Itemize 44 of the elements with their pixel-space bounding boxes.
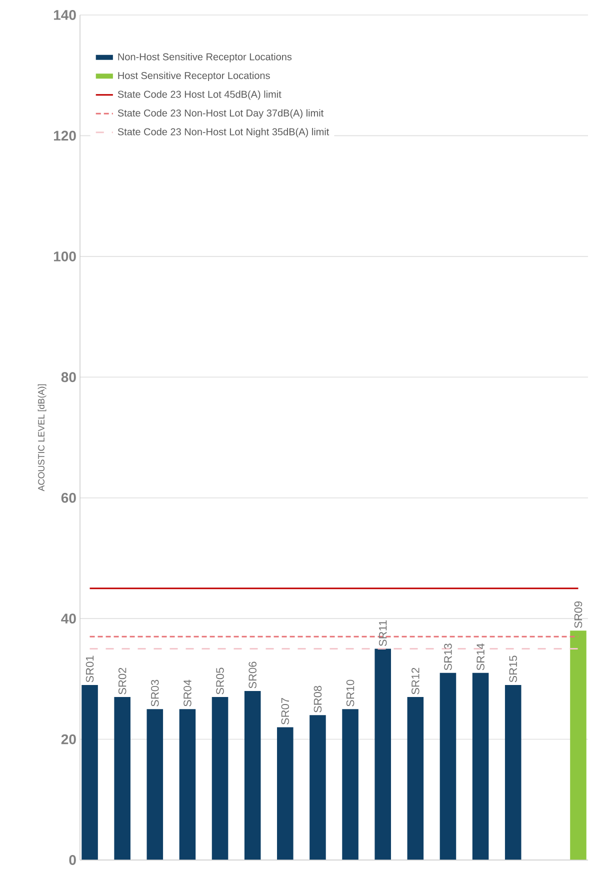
bar: [504, 684, 522, 860]
y-tick-label: 40: [61, 614, 76, 624]
bar: [407, 697, 424, 860]
y-tick-label: 20: [61, 734, 76, 744]
bar: [82, 684, 98, 860]
x-tick-label: SR12: [412, 668, 420, 694]
x-tick-label: SR13: [444, 644, 452, 670]
legend-label: State Code 23 Host Lot 45dB(A) limit: [118, 90, 282, 100]
legend-label: State Code 23 Non-Host Lot Night 35dB(A) limit: [118, 128, 330, 138]
bar: [472, 672, 489, 860]
bar: [179, 709, 196, 860]
legend-label: Host Sensitive Receptor Locations: [118, 72, 270, 82]
x-tick-label: SR15: [509, 656, 518, 682]
bar: [146, 709, 164, 860]
bar: [310, 715, 326, 860]
y-tick-label: 100: [54, 251, 76, 262]
y-tick-label: 0: [69, 855, 76, 865]
bar: [244, 690, 261, 860]
bar: [212, 697, 228, 860]
x-tick-label: SR04: [184, 680, 192, 706]
y-tick-label: 60: [61, 492, 76, 503]
bar: [570, 630, 586, 860]
bar: [114, 697, 130, 860]
x-tick-label: SR03: [151, 680, 159, 706]
bar: [342, 709, 358, 860]
y-tick-label: 120: [54, 130, 76, 141]
bar: [277, 727, 294, 860]
x-tick-label: SR10: [346, 680, 354, 706]
y-tick-label: 80: [61, 372, 76, 382]
x-tick-label: SR14: [476, 644, 484, 670]
legend-label: Non-Host Sensitive Receptor Locations: [118, 52, 292, 62]
y-tick-label: 140: [54, 10, 76, 20]
x-tick-label: SR02: [118, 668, 126, 694]
legend-label: State Code 23 Non-Host Lot Day 37dB(A) limit: [118, 109, 324, 119]
x-tick-label: SR11: [378, 620, 387, 646]
x-tick-label: SR06: [248, 662, 256, 688]
y-axis-title: ACOUSTIC LEVEL [dB(A)]: [38, 384, 46, 492]
x-tick-label: SR05: [216, 668, 224, 694]
bar: [440, 672, 456, 860]
x-tick-label: SR07: [281, 698, 290, 725]
x-tick-label: SR08: [314, 686, 322, 712]
x-tick-label: SR09: [574, 601, 582, 628]
x-tick-label: SR01: [86, 656, 94, 682]
bar: [374, 648, 391, 860]
